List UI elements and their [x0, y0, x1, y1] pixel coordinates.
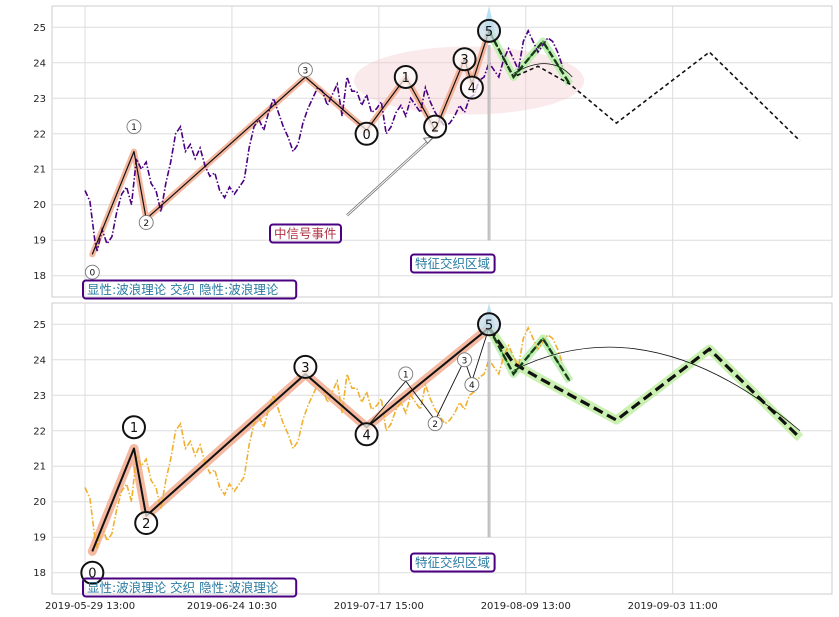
y-tick-label: 20	[33, 497, 46, 508]
wave-label-text: 5	[485, 25, 493, 40]
wave-line-minor	[366, 327, 490, 428]
wave-label-text: 5	[485, 318, 493, 333]
wave-label-circle	[84, 264, 100, 280]
x-tick-label: 2019-06-24 10:30	[187, 601, 277, 612]
wave-label-text: 3	[462, 356, 468, 366]
feature-interweave-label-border	[410, 552, 496, 573]
top-panel: 18192021222324250123012345中信号事件特征交织区域显性:…	[33, 5, 833, 300]
y-tick-label: 18	[33, 271, 46, 282]
forecast-line	[487, 326, 802, 440]
y-tick-label: 22	[33, 426, 46, 437]
wave-label-circle	[293, 354, 318, 379]
feature-interweave-label: 特征交织区域	[410, 552, 496, 573]
wave-label-circle	[297, 62, 313, 78]
wave-label-text: 0	[362, 128, 370, 143]
wave-label-text: 4	[468, 82, 476, 97]
x-tick-label: 2019-07-17 15:00	[334, 601, 424, 612]
signal-event-label-text: 中信号事件	[274, 226, 337, 241]
feature-interweave-label-border	[410, 253, 496, 274]
theory-label-text: 显性:波浪理论 交织 隐性:波浪理论	[87, 580, 279, 595]
helper-curve	[513, 346, 801, 432]
y-tick-label: 24	[33, 355, 46, 366]
arrow-shaft-inner	[346, 136, 434, 216]
wave-label-circle	[477, 312, 502, 337]
wave-label-circle	[138, 215, 154, 230]
wave-label-circle	[452, 47, 477, 72]
wave-label-text: 2	[432, 420, 438, 430]
wave-label-text: 2	[431, 121, 439, 136]
theory-label: 显性:波浪理论 交织 隐性:波浪理论	[82, 577, 298, 598]
wave-label-text: 2	[143, 219, 149, 229]
forecast-line-main	[487, 327, 571, 382]
wave-label-circle	[423, 114, 448, 139]
y-tick-label: 23	[33, 94, 46, 105]
wave-label-circle	[354, 422, 379, 447]
feature-interweave-label-text: 特征交织区域	[415, 555, 490, 570]
wave-label-text: 1	[130, 421, 138, 436]
y-tick-label: 23	[33, 391, 46, 402]
y-tick-label: 25	[33, 320, 46, 331]
wave-label-circle	[134, 511, 159, 536]
plot-area	[51, 302, 833, 595]
y-tick-label: 19	[33, 533, 46, 544]
wave-label-text: 3	[303, 66, 309, 76]
y-tick-label: 21	[33, 165, 46, 176]
y-tick-label: 22	[33, 129, 46, 140]
wave-line	[91, 30, 490, 255]
wave-label-text: 4	[469, 381, 475, 391]
wave-label-text: 1	[402, 71, 410, 86]
helper-curve	[513, 63, 573, 78]
y-tick-label: 20	[33, 200, 46, 211]
wave-label-circle	[477, 18, 502, 43]
theory-label-text: 显性:波浪理论 交织 隐性:波浪理论	[87, 282, 279, 297]
wave-label-text: 0	[88, 567, 96, 582]
wave-label-circle	[393, 64, 418, 89]
wave-label-text: 0	[89, 269, 95, 279]
wave-label-circle	[398, 366, 414, 382]
y-tick-label: 18	[33, 568, 46, 579]
wave-label-text: 3	[460, 53, 468, 68]
wave-label-circle	[121, 415, 146, 440]
y-tick-label: 19	[33, 236, 46, 247]
wave-label-circle	[354, 121, 379, 146]
wave-label-circle	[457, 352, 472, 368]
wave-label-text: 3	[301, 361, 309, 376]
wave-label-circle	[427, 416, 443, 432]
signal-event-label: 中信号事件	[269, 223, 342, 244]
x-axis: 2019-05-29 13:00 2019-06-24 10:30 2019-07-…	[45, 601, 718, 612]
plot-area	[51, 5, 833, 298]
wave-line	[91, 327, 490, 552]
wave-label-circle	[464, 377, 480, 393]
theory-label-border	[82, 577, 298, 598]
y-tick-label: 25	[33, 23, 46, 34]
bottom-panel: 18192021222324250123451234特征交织区域显性:波浪理论 …	[33, 302, 833, 598]
feature-interweave-label: 特征交织区域	[410, 253, 496, 274]
y-tick-label: 24	[33, 58, 46, 69]
wave-label-circle	[126, 119, 142, 135]
theory-label-border	[82, 279, 298, 300]
forecast-line-main	[487, 30, 571, 85]
wave-label-text: 1	[131, 123, 137, 133]
wave-label-text: 4	[362, 428, 370, 443]
wave-label-text: 1	[403, 370, 409, 380]
x-tick-label: 2019-05-29 13:00	[45, 601, 135, 612]
signal-event-label-border	[269, 223, 342, 244]
feature-interweave-label-text: 特征交织区域	[415, 256, 490, 271]
x-tick-label: 2019-09-03 11:00	[628, 601, 718, 612]
arrow-head	[422, 136, 434, 145]
theory-label: 显性:波浪理论 交织 隐性:波浪理论	[82, 279, 298, 300]
x-tick-label: 2019-08-09 13:00	[481, 601, 571, 612]
y-tick-label: 21	[33, 462, 46, 473]
wave-label-text: 2	[142, 517, 150, 532]
wave-label-circle	[459, 75, 484, 100]
